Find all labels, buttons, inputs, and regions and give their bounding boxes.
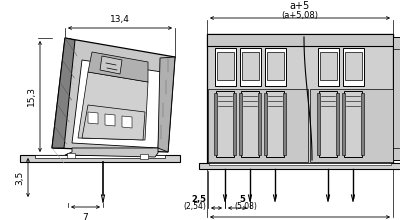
Bar <box>318 48 339 86</box>
Bar <box>233 93 236 155</box>
Bar <box>317 93 320 155</box>
Bar <box>209 163 391 165</box>
Text: (2,54): (2,54) <box>183 202 206 211</box>
Bar <box>207 34 393 163</box>
Bar <box>208 89 308 162</box>
Bar <box>264 93 267 155</box>
Bar <box>215 48 236 86</box>
Polygon shape <box>88 52 148 82</box>
Bar <box>393 37 400 160</box>
Bar <box>361 93 364 155</box>
Bar <box>207 34 393 46</box>
Polygon shape <box>88 112 98 124</box>
Bar <box>258 93 261 155</box>
Text: 2,5: 2,5 <box>191 195 206 204</box>
Bar <box>344 91 362 157</box>
Bar <box>342 93 345 155</box>
Polygon shape <box>72 60 162 148</box>
Polygon shape <box>67 153 75 158</box>
Bar <box>216 91 234 157</box>
Bar <box>320 52 337 80</box>
Text: a+5: a+5 <box>290 1 310 11</box>
Bar <box>345 52 362 80</box>
Bar <box>239 93 242 155</box>
Text: 3,5: 3,5 <box>15 171 24 185</box>
Polygon shape <box>82 105 145 140</box>
Bar <box>199 163 400 169</box>
Polygon shape <box>78 72 148 140</box>
Polygon shape <box>140 154 148 159</box>
Text: (5,08): (5,08) <box>234 202 257 211</box>
Bar <box>336 93 339 155</box>
Bar <box>343 48 364 86</box>
Text: 7: 7 <box>82 213 88 220</box>
Polygon shape <box>100 56 122 74</box>
Bar <box>283 93 286 155</box>
Bar <box>35 155 165 158</box>
Bar <box>319 91 337 157</box>
Bar <box>265 48 286 86</box>
Text: 15,3: 15,3 <box>27 86 36 106</box>
Bar <box>240 48 261 86</box>
Polygon shape <box>105 114 115 126</box>
Text: 5: 5 <box>240 195 245 204</box>
Polygon shape <box>52 38 75 148</box>
Polygon shape <box>65 148 158 157</box>
Bar <box>217 52 234 80</box>
Polygon shape <box>52 38 175 152</box>
Text: 13,4: 13,4 <box>110 15 130 24</box>
Bar <box>310 89 393 162</box>
Text: (a+5,08): (a+5,08) <box>282 11 318 20</box>
Bar <box>267 52 284 80</box>
Bar <box>266 91 284 157</box>
Bar <box>242 52 259 80</box>
Polygon shape <box>122 116 132 128</box>
Bar <box>20 155 180 162</box>
Bar <box>214 93 217 155</box>
Bar <box>241 91 259 157</box>
Polygon shape <box>158 57 175 152</box>
